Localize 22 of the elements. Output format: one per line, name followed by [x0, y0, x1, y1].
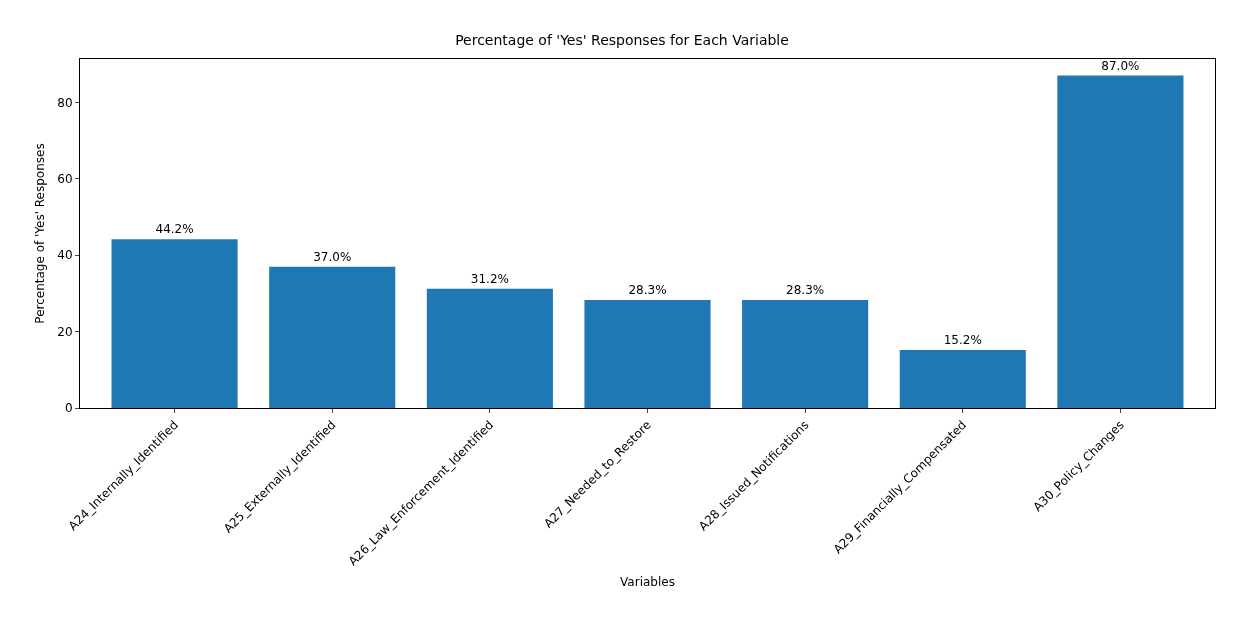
y-tick-label: 40 — [57, 248, 73, 263]
bar — [742, 299, 869, 408]
data-label: 87.0% — [1101, 58, 1140, 73]
bar — [1057, 75, 1184, 408]
bar — [111, 239, 238, 408]
bar — [584, 299, 711, 408]
bar — [899, 349, 1026, 408]
data-label: 44.2% — [155, 222, 194, 237]
y-axis-title: Percentage of 'Yes' Responses — [32, 143, 47, 324]
data-label: 31.2% — [470, 271, 509, 286]
chart-title: Percentage of 'Yes' Responses for Each Variable — [455, 31, 789, 48]
y-tick-label: 80 — [57, 95, 73, 110]
data-label: 28.3% — [786, 282, 825, 297]
data-label: 28.3% — [628, 282, 667, 297]
y-tick-label: 20 — [57, 324, 73, 339]
data-label: 37.0% — [313, 249, 352, 264]
bar — [426, 288, 553, 408]
x-axis-title: Variables — [620, 575, 675, 590]
y-tick-label: 0 — [64, 401, 73, 416]
bar — [269, 266, 396, 408]
y-tick-label: 60 — [57, 171, 73, 186]
data-label: 15.2% — [943, 332, 982, 347]
